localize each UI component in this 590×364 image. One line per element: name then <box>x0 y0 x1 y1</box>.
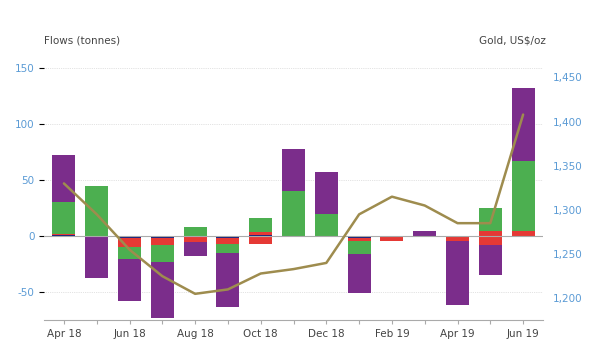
Bar <box>217 236 240 238</box>
Bar <box>479 236 502 245</box>
Bar <box>348 238 371 241</box>
Bar <box>151 236 174 238</box>
Bar <box>249 236 272 244</box>
Bar <box>53 234 76 235</box>
Bar <box>479 245 502 276</box>
Bar <box>249 232 272 235</box>
Bar <box>118 238 141 248</box>
Bar <box>348 254 371 293</box>
Text: Flows (tonnes): Flows (tonnes) <box>44 36 120 46</box>
Bar <box>282 191 305 236</box>
Bar <box>249 235 272 236</box>
Bar <box>512 230 535 236</box>
Bar <box>512 161 535 230</box>
Bar <box>217 238 240 244</box>
Text: Gold, US$/oz: Gold, US$/oz <box>479 36 546 46</box>
Bar <box>217 244 240 253</box>
Bar <box>53 202 76 234</box>
Bar <box>446 241 469 305</box>
Bar <box>446 236 469 241</box>
Bar <box>348 241 371 254</box>
Bar <box>53 235 76 236</box>
Bar <box>249 218 272 232</box>
Bar <box>512 88 535 161</box>
Bar <box>315 172 338 214</box>
Bar <box>348 236 371 238</box>
Bar <box>413 230 436 236</box>
Bar <box>118 236 141 238</box>
Bar <box>85 186 108 236</box>
Bar <box>85 236 108 278</box>
Bar <box>183 227 206 236</box>
Bar <box>217 253 240 307</box>
Bar <box>53 155 76 202</box>
Bar <box>282 149 305 191</box>
Bar <box>118 258 141 301</box>
Bar <box>183 242 206 256</box>
Bar <box>151 245 174 262</box>
Bar <box>151 262 174 318</box>
Bar <box>479 230 502 236</box>
Bar <box>479 208 502 230</box>
Bar <box>118 248 141 258</box>
Bar <box>151 238 174 245</box>
Bar <box>381 236 404 241</box>
Bar <box>183 236 206 242</box>
Bar <box>315 214 338 236</box>
